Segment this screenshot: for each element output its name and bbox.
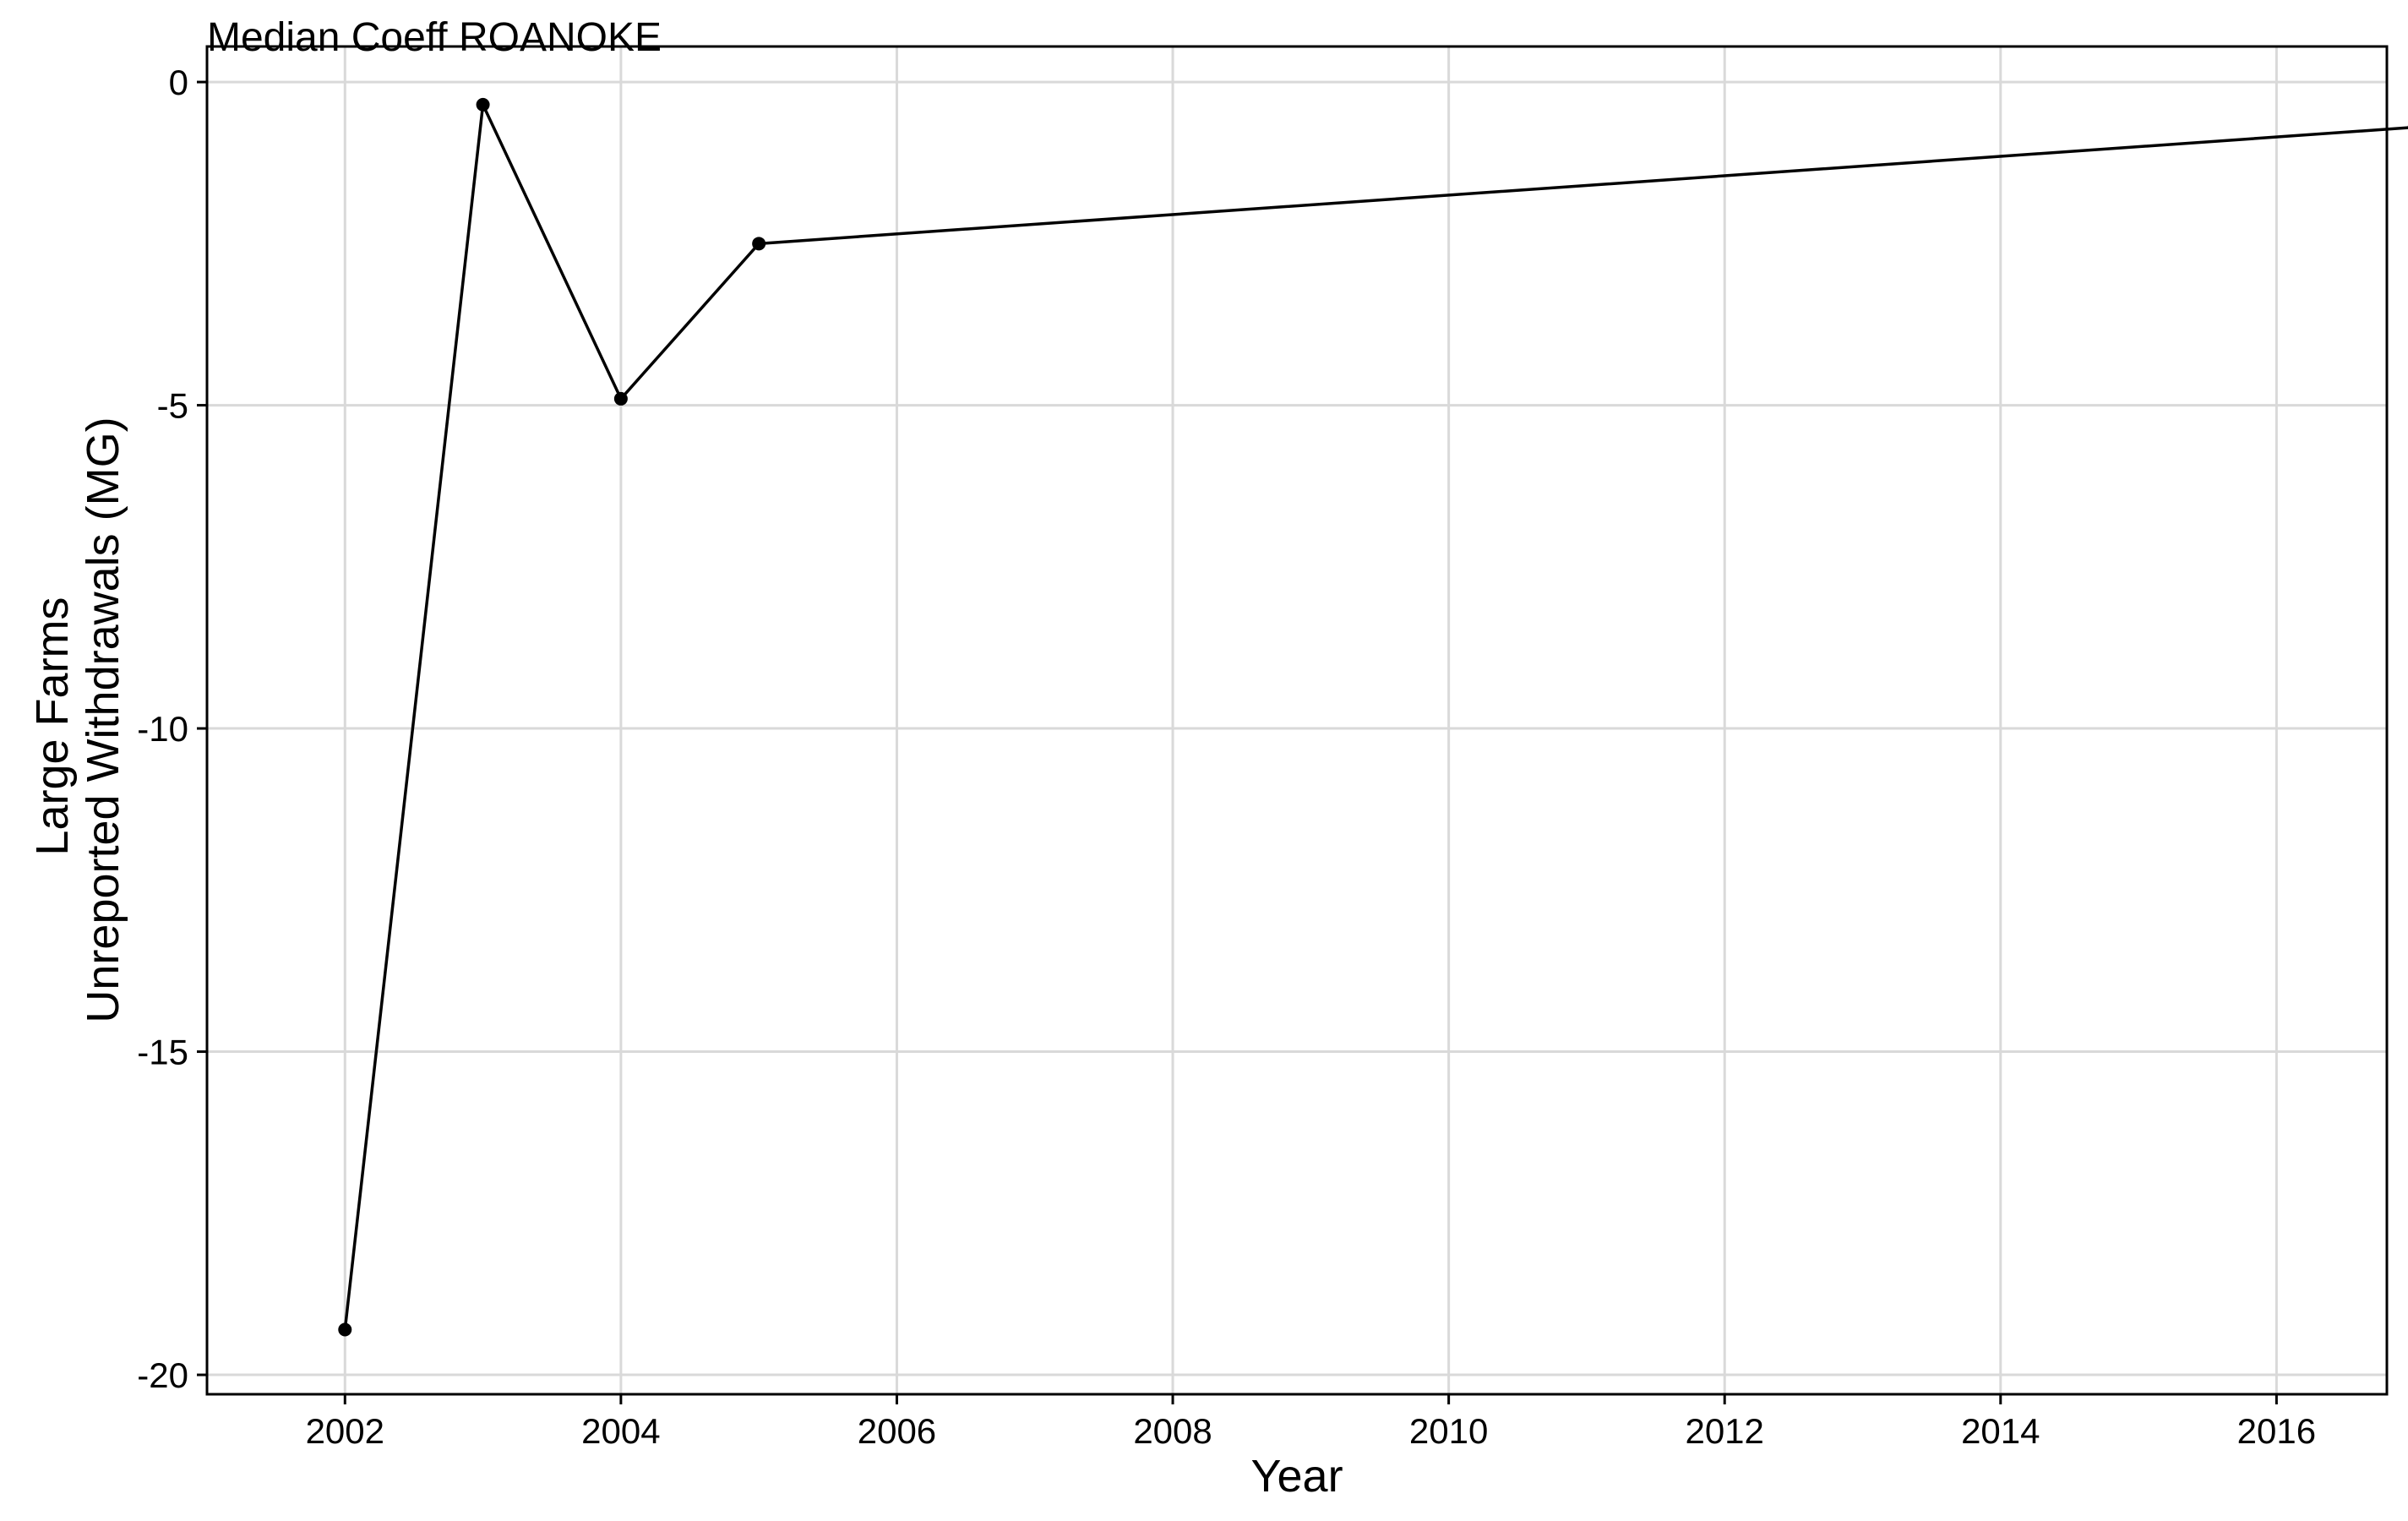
gridlines xyxy=(207,46,2387,1394)
x-tick-label-2004: 2004 xyxy=(581,1411,660,1451)
y-axis-label-line-1: Large Farms xyxy=(27,597,78,855)
x-tick-label-2008: 2008 xyxy=(1133,1411,1212,1451)
y-tick-label-1: -5 xyxy=(157,386,188,426)
data-point-2003 xyxy=(476,97,490,112)
data-point-2004 xyxy=(613,391,628,406)
data-series xyxy=(338,97,2408,1337)
tick-labels: 2002 2004 2006 2008 2010 2012 2014 2016 0 -5 -10 -1… xyxy=(137,63,2316,1451)
y-tick-label-0: 0 xyxy=(169,63,188,102)
data-point-2005 xyxy=(752,237,766,251)
x-tick-label-2014: 2014 xyxy=(1961,1411,2040,1451)
y-axis-label: Large Farms Unreported Withdrawals (MG) xyxy=(27,417,128,1022)
x-tick-label-2016: 2016 xyxy=(2237,1411,2316,1451)
y-tick-label-3: -15 xyxy=(137,1033,188,1072)
x-tick-label-2012: 2012 xyxy=(1685,1411,1763,1451)
plot-background xyxy=(207,46,2387,1394)
y-axis-label-line-2: Unreported Withdrawals (MG) xyxy=(78,417,128,1022)
axes xyxy=(197,45,2389,1404)
y-tick-label-2: -10 xyxy=(137,709,188,749)
x-tick-label-2010: 2010 xyxy=(1409,1411,1488,1451)
data-point-2002 xyxy=(338,1322,352,1337)
plot-border xyxy=(205,45,2389,1396)
x-tick-label-2006: 2006 xyxy=(858,1411,936,1451)
x-axis-label: Year xyxy=(1250,1451,1343,1502)
x-tick-label-2002: 2002 xyxy=(306,1411,384,1451)
y-tick-label-4: -20 xyxy=(137,1355,188,1395)
chart-title: Median Coeff ROANOKE xyxy=(207,15,662,60)
